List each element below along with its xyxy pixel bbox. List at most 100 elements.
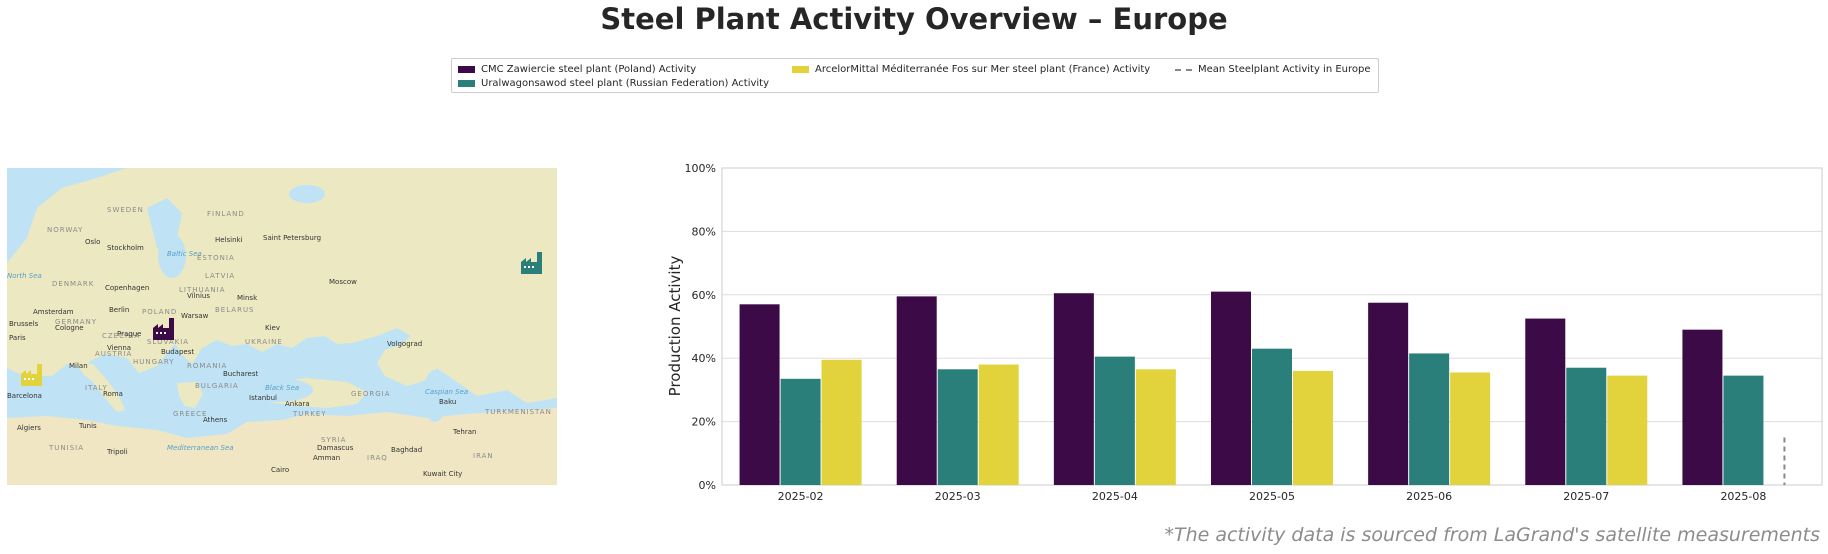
x-tick-label: 2025-02: [778, 490, 824, 503]
legend-swatch: [458, 80, 475, 87]
bar-arcelormittal-fos-2025-03: [978, 364, 1019, 485]
map-city-label: Roma: [103, 390, 123, 398]
map-country-label: LATVIA: [205, 272, 235, 280]
map-country-label: NORWAY: [47, 226, 83, 234]
map-country-label: ITALY: [85, 384, 108, 392]
x-tick-label: 2025-03: [935, 490, 981, 503]
map-country-label: BULGARIA: [195, 382, 239, 390]
map-city-label: Stockholm: [107, 244, 144, 252]
map-country-label: UKRAINE: [245, 338, 283, 346]
map-city-label: Oslo: [85, 238, 100, 246]
map-country-label: ROMANIA: [187, 362, 227, 370]
bar-cmc-zawiercie-2025-06: [1368, 302, 1409, 485]
map-city-label: Istanbul: [249, 394, 277, 402]
map-city-label: Barcelona: [7, 392, 42, 400]
map-country-label: HUNGARY: [133, 358, 175, 366]
y-tick-label: 60%: [692, 289, 716, 302]
map-city-label: Tripoli: [106, 448, 128, 456]
map-city-label: Cairo: [271, 466, 289, 474]
y-tick-label: 100%: [685, 162, 716, 175]
plant-marker-arcelormittal-fos[interactable]: [21, 364, 42, 386]
map-sea-label: Baltic Sea: [167, 250, 202, 258]
y-tick-label: 40%: [692, 352, 716, 365]
map-city-label: Milan: [69, 362, 88, 370]
map-city-label: Vienna: [107, 344, 131, 352]
bar-cmc-zawiercie-2025-08: [1682, 329, 1723, 485]
y-tick-label: 80%: [692, 225, 716, 238]
y-tick-label: 0%: [699, 479, 716, 492]
y-axis-label: Production Activity: [666, 256, 684, 397]
map-country-label: GEORGIA: [351, 390, 391, 398]
map-country-label: ESTONIA: [197, 254, 235, 262]
map-city-label: Ankara: [285, 400, 310, 408]
legend-label: Mean Steelplant Activity in Europe: [1198, 64, 1371, 75]
map-land-eurasia: [7, 168, 557, 403]
map-country-label: SLOVAKIA: [147, 338, 189, 346]
bar-arcelormittal-fos-2025-07: [1607, 375, 1648, 485]
map-city-label: Cologne: [55, 324, 84, 332]
map-city-label: Minsk: [237, 294, 258, 302]
x-tick-label: 2025-06: [1406, 490, 1452, 503]
legend-item-uralwagonsawod: Uralwagonsawod steel plant (Russian Fede…: [458, 78, 769, 89]
map-city-label: Moscow: [329, 278, 357, 286]
legend-swatch: [792, 66, 809, 73]
map-city-label: Berlin: [109, 306, 129, 314]
plant-marker-uralwagonsawod[interactable]: [521, 252, 542, 274]
bar-arcelormittal-fos-2025-05: [1293, 370, 1333, 485]
bar-uralwagonsawod-2025-02: [780, 378, 821, 485]
map-country-label: IRAN: [473, 452, 494, 460]
bar-cmc-zawiercie-2025-07: [1525, 318, 1566, 485]
map-country-label: BELARUS: [215, 306, 255, 314]
map-caspian-sea: [423, 370, 447, 422]
map-sea-label: Black Sea: [265, 384, 299, 392]
legend-item-arcelormittal-fos: ArcelorMittal Méditerranée Fos sur Mer s…: [792, 64, 1150, 75]
map-country-label: CZECHIA: [102, 332, 140, 340]
map-city-label: Paris: [9, 334, 26, 342]
map-white-sea: [289, 185, 325, 203]
map-sea-label: Mediterranean Sea: [167, 444, 234, 452]
map-land-italy: [77, 363, 125, 412]
map-city-label: Prague: [117, 330, 141, 338]
map-city-label: Amman: [313, 454, 340, 462]
y-tick-labels: 0% 20% 40% 60% 80% 100%: [685, 162, 716, 492]
map-country-label: SWEDEN: [107, 206, 144, 214]
bar-uralwagonsawod-2025-04: [1094, 356, 1135, 485]
data-source-footnote: *The activity data is sourced from LaGra…: [1164, 524, 1820, 546]
map-country-label: IRAQ: [367, 454, 388, 462]
map-country-label: TURKMENISTAN: [484, 408, 552, 416]
map-country-label: GERMANY: [55, 318, 97, 326]
map-city-label: Tehran: [452, 428, 476, 436]
map-city-label: Copenhagen: [105, 284, 149, 292]
factory-icon: [521, 252, 542, 274]
map-city-label: Vilnius: [187, 292, 210, 300]
x-tick-labels: 2025-02 2025-03 2025-04 2025-05 2025-06 2025-…: [778, 490, 1767, 503]
bar-arcelormittal-fos-2025-04: [1135, 369, 1176, 485]
map-sea-label: North Sea: [7, 272, 42, 280]
bar-arcelormittal-fos-2025-02: [821, 359, 862, 485]
y-tick-label: 20%: [692, 416, 716, 429]
plant-marker-cmc-zawiercie[interactable]: [153, 318, 174, 340]
europe-map: Baltic Sea North Sea Black Sea Caspian S…: [7, 168, 557, 485]
legend-label: ArcelorMittal Méditerranée Fos sur Mer s…: [815, 64, 1151, 75]
x-tick-label: 2025-04: [1092, 490, 1138, 503]
map-city-label: Kiev: [265, 324, 280, 332]
map-city-label: Tunis: [78, 422, 97, 430]
map-city-label: Damascus: [317, 444, 354, 452]
factory-icon: [21, 364, 42, 386]
legend-label: Uralwagonsawod steel plant (Russian Fede…: [481, 78, 770, 89]
map-country-label: SYRIA: [321, 436, 346, 444]
map-city-label: Warsaw: [181, 312, 209, 320]
x-tick-label: 2025-05: [1249, 490, 1295, 503]
map-baltic-sea: [158, 234, 186, 278]
factory-icon: [153, 318, 174, 340]
map-city-label: Amsterdam: [33, 308, 74, 316]
bar-cmc-zawiercie-2025-03: [896, 296, 937, 485]
bar-uralwagonsawod-2025-06: [1409, 353, 1450, 485]
map-land-africa-middle-east: [7, 408, 557, 485]
map-country-label: TURKEY: [292, 410, 327, 418]
chart-bars: [739, 291, 1764, 485]
bar-arcelormittal-fos-2025-06: [1450, 372, 1491, 485]
bar-cmc-zawiercie-2025-02: [739, 304, 780, 485]
map-city-label: Athens: [203, 416, 228, 424]
